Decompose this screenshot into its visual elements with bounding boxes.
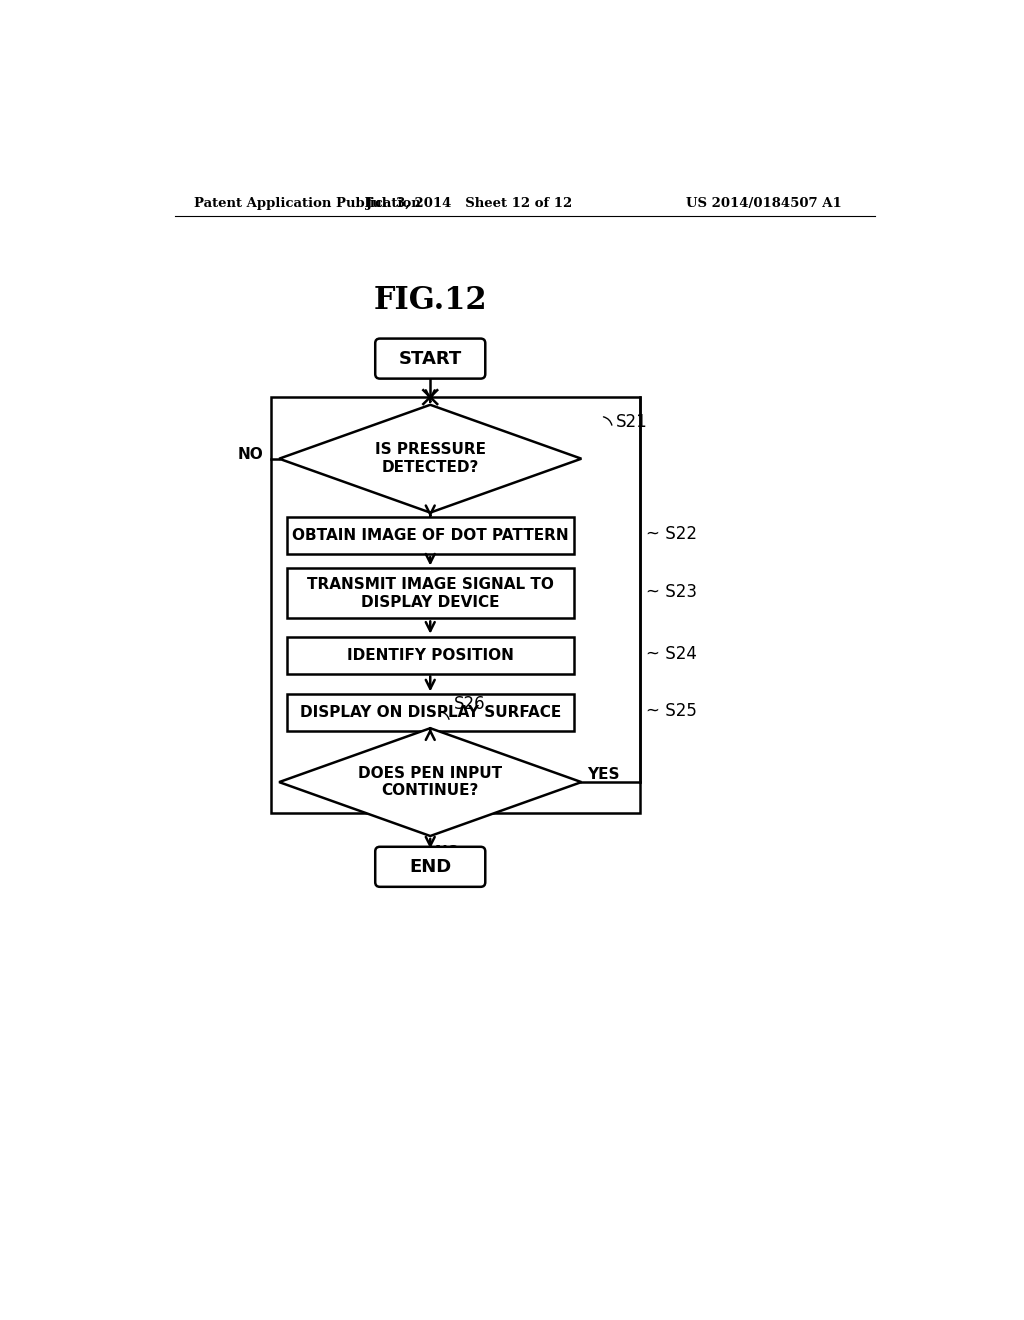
Text: FIG.12: FIG.12 (374, 285, 487, 317)
Text: IDENTIFY POSITION: IDENTIFY POSITION (347, 648, 514, 663)
Text: START: START (398, 350, 462, 367)
Text: YES: YES (436, 524, 469, 539)
Text: ~ S23: ~ S23 (646, 583, 696, 601)
Text: DISPLAY ON DISPLAY SURFACE: DISPLAY ON DISPLAY SURFACE (300, 705, 561, 721)
Bar (271, 397, 640, 813)
Text: IS PRESSURE
DETECTED?: IS PRESSURE DETECTED? (375, 442, 485, 475)
Text: TRANSMIT IMAGE SIGNAL TO
DISPLAY DEVICE: TRANSMIT IMAGE SIGNAL TO DISPLAY DEVICE (307, 577, 554, 610)
Bar (287, 636, 573, 673)
Text: NO: NO (238, 447, 263, 462)
Text: Jul. 3, 2014   Sheet 12 of 12: Jul. 3, 2014 Sheet 12 of 12 (366, 197, 572, 210)
Bar (287, 517, 573, 554)
Text: OBTAIN IMAGE OF DOT PATTERN: OBTAIN IMAGE OF DOT PATTERN (292, 528, 568, 544)
Text: NO: NO (434, 845, 460, 861)
Text: ~ S24: ~ S24 (646, 644, 696, 663)
FancyBboxPatch shape (375, 339, 485, 379)
Text: ~ S25: ~ S25 (646, 702, 696, 721)
Polygon shape (280, 729, 582, 836)
Text: END: END (410, 858, 452, 875)
Bar (287, 569, 573, 619)
Text: ~ S22: ~ S22 (646, 525, 696, 543)
Text: US 2014/0184507 A1: US 2014/0184507 A1 (686, 197, 842, 210)
FancyBboxPatch shape (375, 847, 485, 887)
Text: S21: S21 (616, 413, 648, 430)
Text: DOES PEN INPUT
CONTINUE?: DOES PEN INPUT CONTINUE? (358, 766, 503, 799)
Text: YES: YES (588, 767, 621, 781)
Polygon shape (280, 405, 582, 512)
Text: S26: S26 (454, 694, 485, 713)
Text: Patent Application Publication: Patent Application Publication (194, 197, 421, 210)
Bar (287, 694, 573, 731)
